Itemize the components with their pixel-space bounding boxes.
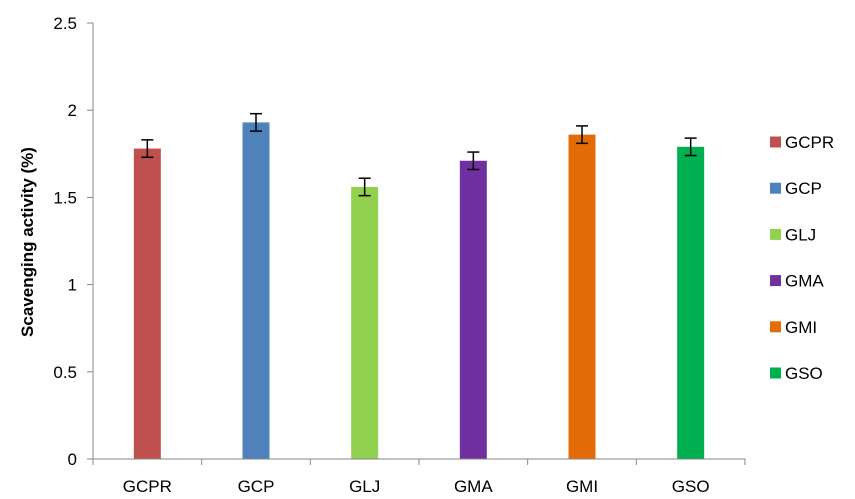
x-tick-label: GCPR — [123, 477, 172, 496]
legend: GCPR GCP GLJ GMA GMI GSO — [770, 133, 834, 383]
legend-swatch-glj — [770, 228, 781, 240]
x-tick-label: GMA — [454, 477, 493, 496]
legend-label: GCPR — [785, 133, 834, 152]
x-tick-label: GCP — [238, 477, 275, 496]
legend-label: GLJ — [785, 225, 816, 244]
y-tick-label: 1 — [68, 276, 77, 295]
y-tick-label: 1.5 — [53, 188, 77, 207]
legend-swatch-gmi — [770, 321, 781, 333]
bar-series — [133, 122, 705, 460]
legend-label: GMA — [785, 272, 824, 291]
x-tick-label: GMI — [566, 477, 598, 496]
legend-swatch-gso — [770, 367, 781, 379]
bar-gcp — [242, 122, 270, 460]
legend-label: GCP — [785, 179, 822, 198]
bar-gma — [459, 160, 487, 459]
y-axis-label: Scavenging activity (%) — [18, 147, 37, 337]
x-tick-label: GLJ — [349, 477, 380, 496]
x-tick-label: GSO — [672, 477, 710, 496]
y-tick-label: 0.5 — [53, 363, 77, 382]
y-tick-label: 2.5 — [53, 14, 77, 33]
legend-swatch-gcpr — [770, 136, 781, 148]
bar-gmi — [568, 134, 596, 459]
y-axis-ticks: 0 0.5 1 1.5 2 2.5 — [53, 14, 93, 469]
y-tick-label: 0 — [68, 450, 77, 469]
error-bars — [141, 112, 697, 197]
bar-gcpr — [133, 148, 161, 459]
bar-glj — [351, 186, 379, 459]
bar-gso — [677, 146, 705, 459]
legend-swatch-gcp — [770, 182, 781, 194]
y-tick-label: 2 — [68, 101, 77, 120]
legend-swatch-gma — [770, 275, 781, 287]
legend-label: GSO — [785, 364, 823, 383]
legend-label: GMI — [785, 318, 817, 337]
x-axis-ticks: GCPR GCP GLJ GMA GMI GSO — [92, 459, 746, 496]
